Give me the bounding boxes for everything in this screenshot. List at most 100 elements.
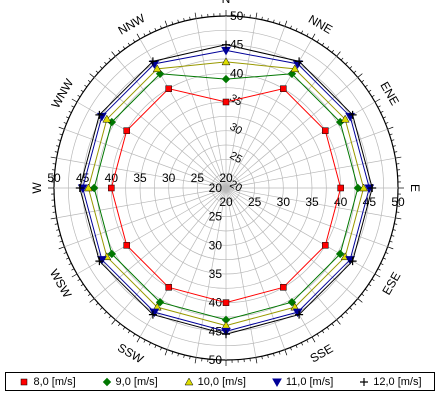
outer-tick [59,133,63,136]
radial-tick-label: 30 [209,238,223,252]
outer-tick [171,21,174,25]
outer-tick [345,61,348,65]
outer-tick [301,342,304,346]
outer-tick [63,122,67,124]
outer-tick [349,66,353,69]
outer-tick [371,278,375,282]
data-point [368,184,377,192]
data-point [222,330,230,339]
data-point [165,85,172,92]
grid-spoke [225,157,396,189]
outer-tick [261,356,263,360]
outer-tick [321,330,325,334]
grid-spoke [225,26,286,189]
outer-tick [311,33,316,40]
outer-tick [345,311,348,315]
grid-spoke [195,187,227,358]
outer-tick [267,354,269,358]
outer-tick [65,116,70,119]
outer-tick [132,333,136,337]
legend-label: 8,0 [m/s] [33,375,76,388]
data-point [102,114,112,123]
outer-tick [95,302,99,306]
data-point [280,85,287,92]
radial-tick-label: 25 [209,210,223,224]
outer-tick [57,235,61,237]
outer-tick [84,84,88,88]
radial-tick-label: 30 [162,171,176,185]
outer-tick [57,139,61,141]
outer-tick [394,223,398,225]
data-point [165,284,172,291]
outer-tick [80,89,84,93]
grid-spoke [166,26,227,189]
outer-tick [326,326,330,330]
grid-spoke [94,187,227,299]
data-point [222,40,230,49]
outer-tick [111,51,116,57]
radial-tick-label-north: 25 [228,150,245,167]
data-point [295,310,304,319]
grid-spoke [225,187,358,299]
legend-marker-icon [360,377,369,386]
grid-spoke [195,18,227,189]
outer-tick [374,273,381,278]
legend-label: 9,0 [m/s] [115,375,158,388]
outer-tick [54,223,58,225]
outer-tick [160,25,162,29]
outer-tick [148,30,151,34]
outer-tick [154,27,157,32]
outer-tick [58,246,65,250]
data-point [148,310,157,319]
outer-tick [68,263,72,266]
direction-label-sse: SSE [308,341,336,365]
data-point [221,74,231,84]
grid-spoke [225,187,396,219]
data-point [107,249,117,259]
radial-tick-label: 25 [248,195,262,209]
outer-tick [380,110,384,113]
outer-tick [387,246,394,250]
outer-tick [331,323,335,327]
outer-tick [189,16,191,20]
outer-tick [357,298,363,303]
data-point [295,57,304,66]
outer-tick [353,70,357,74]
legend-marker [102,377,111,386]
direction-label-ssw: SSW [115,341,146,367]
outer-tick [349,307,353,310]
outer-tick [353,302,357,306]
direction-label-nne: NNE [306,12,335,37]
data-point [353,183,363,193]
radial-tick-label: 35 [209,267,223,281]
outer-tick [71,98,78,103]
legend-label: 11,0 [m/s] [285,375,334,388]
outer-tick [336,319,341,325]
legend-label: 10,0 [m/s] [197,375,246,388]
outer-tick [290,25,292,29]
radial-tick-label-north: 20 [228,178,245,195]
outer-tick [255,12,258,19]
radial-tick-label: 20 [209,181,223,195]
outer-tick [331,49,335,53]
legend-item-4: 11,0 [m/s] [271,376,333,388]
data-point [75,184,84,192]
outer-tick [395,217,402,220]
outer-tick [290,347,292,351]
outer-tick [148,342,151,346]
outer-tick [183,18,185,22]
outer-tick [278,351,281,355]
data-point [290,64,300,73]
wind-rose-chart: 40 45 50 20 25 30 35 40 45 50 20 25 30 35 40 45 50 20 25 30… [30,0,422,386]
outer-tick [143,339,146,343]
data-point [322,127,329,134]
radial-tick-label: 40 [230,66,244,80]
outer-tick [160,347,162,351]
grid-spoke [64,128,227,189]
outer-tick [171,351,174,355]
outer-tick [385,122,389,124]
radial-tick-label: 50 [47,171,61,185]
grid-spoke [64,187,227,248]
outer-tick [111,319,116,325]
data-point [359,183,369,192]
